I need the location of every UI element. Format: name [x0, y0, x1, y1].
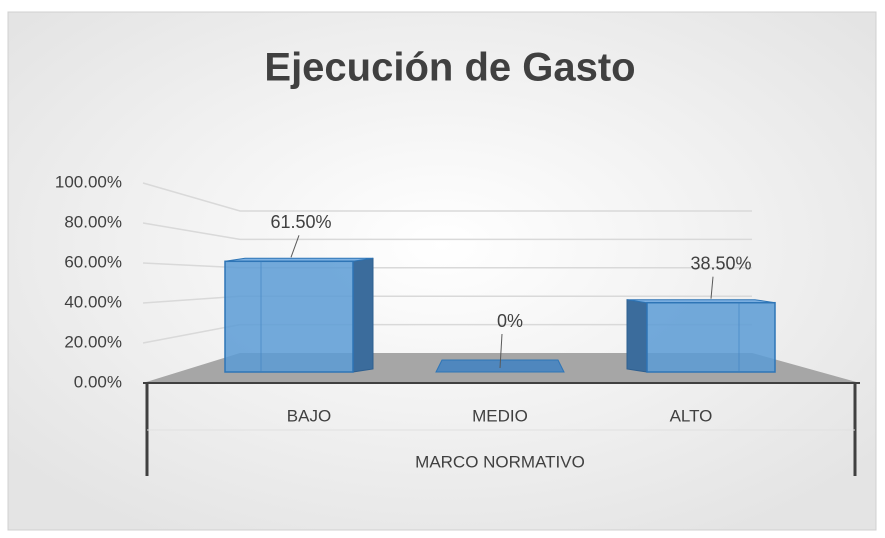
bar-side [626, 299, 648, 373]
x-axis-label: MARCO NORMATIVO [415, 452, 585, 471]
grid-line [142, 222, 752, 241]
y-tick-label: 60.00% [64, 252, 122, 271]
y-tick-label: 0.00% [74, 372, 122, 391]
data-label: 0% [497, 311, 523, 331]
x-tick-label: MEDIO [472, 406, 528, 425]
leader-line [710, 276, 714, 299]
data-label: 61.50% [270, 212, 331, 232]
x-tick-label: BAJO [287, 406, 331, 425]
bar [224, 260, 354, 373]
leader-line [290, 235, 300, 258]
data-label: 38.50% [690, 253, 751, 273]
bar-side [352, 257, 374, 373]
chart-area [7, 11, 877, 531]
leader-line [499, 333, 503, 369]
chart-title: Ejecución de Gasto [264, 46, 635, 90]
y-tick-label: 40.00% [64, 292, 122, 311]
y-tick-label: 20.00% [64, 332, 122, 351]
y-tick-label: 80.00% [64, 212, 122, 231]
y-tick-label: 100.00% [55, 172, 122, 191]
x-tick-label: ALTO [670, 406, 713, 425]
bar [646, 301, 776, 373]
grid-line [142, 182, 752, 212]
